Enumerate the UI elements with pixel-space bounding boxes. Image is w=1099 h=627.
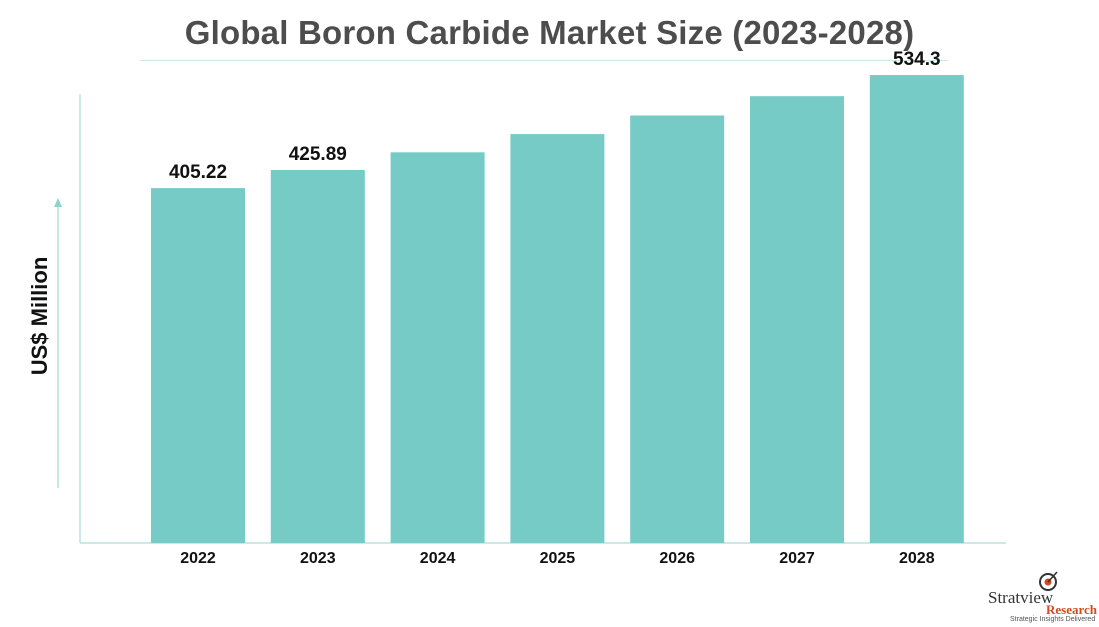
logo-research: Research — [1046, 602, 1098, 617]
target-icon — [1039, 571, 1058, 591]
data-label: 534.3 — [893, 49, 941, 70]
x-tick-label: 2024 — [420, 550, 456, 567]
bar-2023 — [270, 170, 365, 543]
stratview-logo: Stratview Research Strategic Insights De… — [988, 568, 1098, 624]
x-tick-label: 2026 — [659, 550, 695, 567]
bar-2024 — [390, 152, 485, 543]
x-tick-label: 2022 — [180, 550, 216, 567]
logo-tagline: Strategic Insights Delivered — [1010, 616, 1096, 623]
bar-2027 — [750, 96, 844, 544]
x-tick-label: 2023 — [300, 550, 336, 567]
x-tick-label: 2028 — [899, 550, 935, 567]
bars-group: 2022 405.22 2023 425.89 2024 2025 2026 2027 2028… — [151, 49, 964, 567]
data-label: 425.89 — [289, 144, 347, 165]
bar-2022 — [151, 188, 245, 543]
data-label: 405.22 — [169, 162, 227, 183]
y-arrow-head — [54, 198, 62, 207]
logo-name: Stratview — [988, 588, 1054, 607]
bar-2026 — [630, 115, 725, 544]
title-divider — [140, 60, 948, 61]
x-tick-label: 2027 — [779, 550, 815, 567]
bar-2025 — [510, 134, 605, 543]
chart-title: Global Boron Carbide Market Size (2023-2… — [184, 14, 915, 51]
bar-2028 — [869, 75, 964, 543]
x-tick-label: 2025 — [540, 550, 576, 567]
